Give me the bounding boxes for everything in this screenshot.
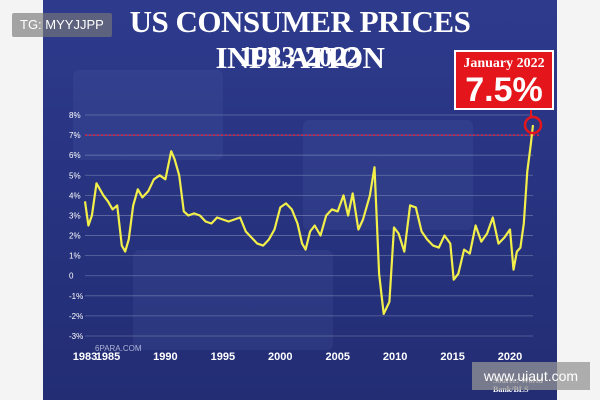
background-banknote bbox=[73, 70, 223, 160]
x-tick-label: 1995 bbox=[211, 351, 235, 363]
y-tick-label: 5% bbox=[69, 171, 81, 180]
x-tick-label: 2005 bbox=[325, 351, 349, 363]
chart-panel: US CONSUMER PRICES INFLATION 1983-2022 -… bbox=[43, 0, 557, 400]
y-tick-label: -3% bbox=[69, 332, 83, 341]
photo-credit-mark: 6PARA.COM bbox=[95, 344, 142, 353]
y-tick-label: 0 bbox=[69, 272, 74, 281]
y-tick-label: -1% bbox=[69, 292, 83, 301]
watermark-bottom-right: www.uiaut.com bbox=[472, 362, 590, 390]
x-tick-label: 2020 bbox=[498, 351, 522, 363]
latest-value-callout: January 2022 7.5% bbox=[454, 50, 554, 110]
y-tick-label: 1% bbox=[69, 252, 81, 261]
chart-title: US CONSUMER PRICES INFLATION bbox=[129, 4, 471, 75]
background-banknote bbox=[133, 250, 333, 350]
x-tick-label: 1983 bbox=[73, 351, 97, 363]
annotation-marker bbox=[523, 115, 543, 135]
x-tick-label: 1990 bbox=[153, 351, 177, 363]
x-tick-label: 1985 bbox=[96, 351, 120, 363]
y-tick-label: 7% bbox=[69, 131, 81, 140]
y-tick-label: -2% bbox=[69, 312, 83, 321]
inflation-series-line bbox=[83, 124, 535, 315]
y-tick-label: 3% bbox=[69, 211, 81, 220]
y-tick-label: 6% bbox=[69, 151, 81, 160]
y-tick-label: 2% bbox=[69, 232, 81, 241]
callout-value: 7.5% bbox=[465, 71, 543, 109]
x-tick-label: 2015 bbox=[440, 351, 464, 363]
x-tick-label: 2000 bbox=[268, 351, 292, 363]
y-tick-label: 4% bbox=[69, 191, 81, 200]
watermark-top-left: TG: MYYJJPP bbox=[12, 13, 112, 37]
callout-month-label: January 2022 bbox=[463, 56, 545, 71]
y-tick-label: 8% bbox=[69, 111, 81, 120]
x-tick-label: 2010 bbox=[383, 351, 407, 363]
chart-subtitle: 1983-2022 bbox=[239, 42, 361, 73]
